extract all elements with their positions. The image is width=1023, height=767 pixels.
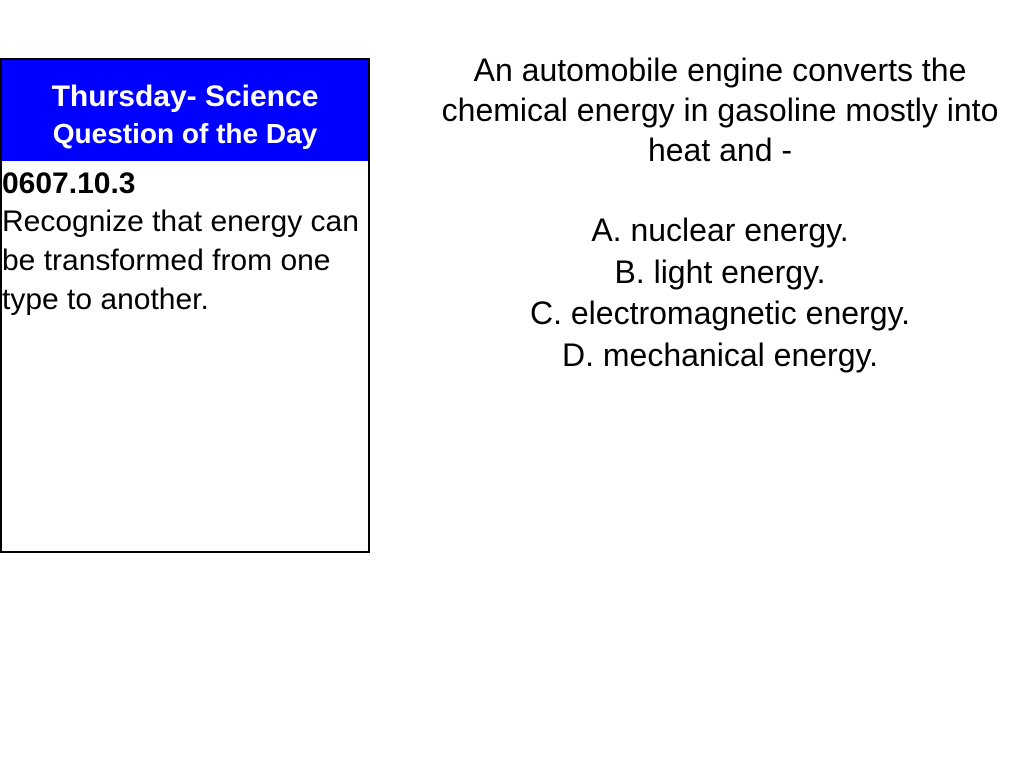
standard-sidebar: Thursday- Science Question of the Day 06… bbox=[0, 58, 370, 553]
option-b: B. light energy. bbox=[440, 252, 1000, 294]
sidebar-title: Thursday- Science bbox=[10, 78, 360, 116]
sidebar-body: 0607.10.3 Recognize that energy can be t… bbox=[2, 161, 368, 551]
standard-code: 0607.10.3 bbox=[2, 165, 368, 203]
sidebar-header: Thursday- Science Question of the Day bbox=[2, 60, 368, 161]
option-c: C. electromagnetic energy. bbox=[440, 293, 1000, 335]
standard-description: Recognize that energy can be transformed… bbox=[2, 202, 368, 319]
question-stem: An automobile engine converts the chemic… bbox=[440, 50, 1000, 170]
question-area: An automobile engine converts the chemic… bbox=[440, 50, 1000, 376]
question-options: A. nuclear energy. B. light energy. C. e… bbox=[440, 210, 1000, 376]
sidebar-subtitle: Question of the Day bbox=[10, 116, 360, 151]
option-a: A. nuclear energy. bbox=[440, 210, 1000, 252]
option-d: D. mechanical energy. bbox=[440, 335, 1000, 377]
